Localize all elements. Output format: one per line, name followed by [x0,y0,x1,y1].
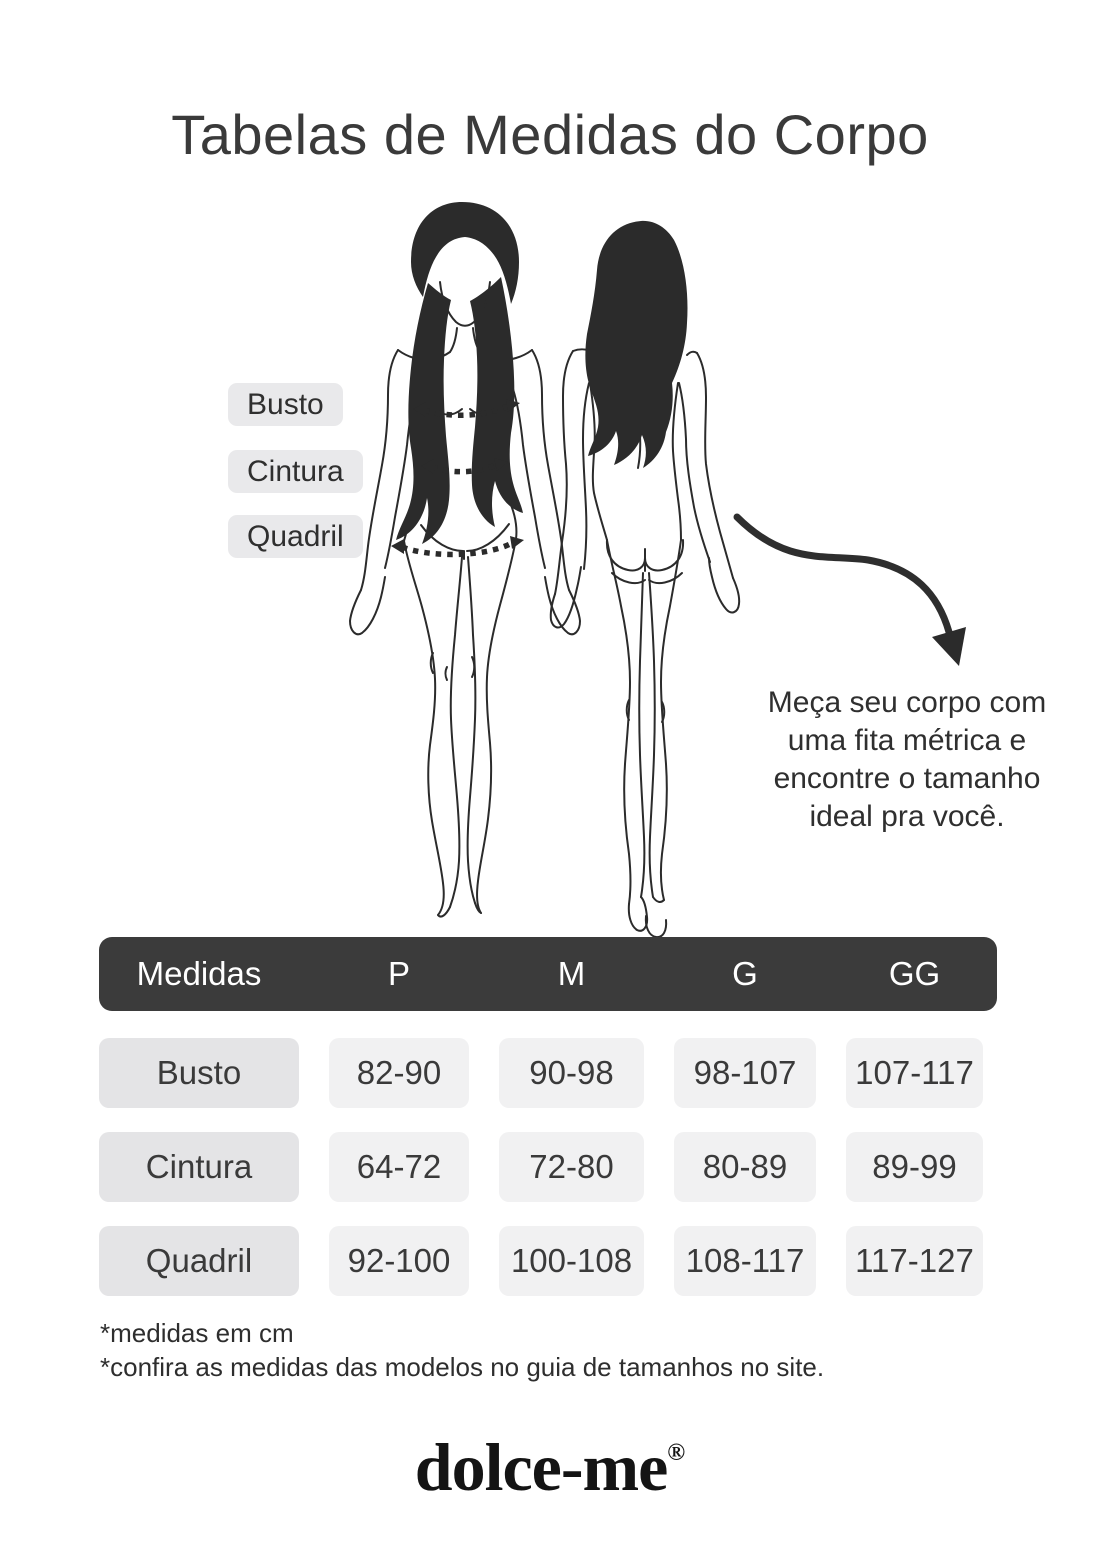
footnote-units: *medidas em cm [100,1318,294,1348]
cell-value: 90-98 [499,1038,644,1108]
row-label: Cintura [99,1132,299,1202]
waist-measure-line [421,458,508,475]
cell-value: 89-99 [846,1132,983,1202]
front-face [439,281,491,327]
measure-label-cintura: Cintura [228,450,363,493]
cell-value: 108-117 [674,1226,816,1296]
size-table: Medidas P M G GG Busto 82-90 90-98 98-10… [99,937,997,1296]
cell-value: 98-107 [674,1038,816,1108]
header-measures: Medidas [136,955,262,992]
header-size-p: P [387,955,410,992]
bust-measure-line [413,399,520,418]
cell-value: 72-80 [499,1132,644,1202]
cell-value: 107-117 [846,1038,983,1108]
instruction-line: uma fita métrica e [787,724,1027,757]
instruction-line: ideal pra você. [809,800,1005,833]
brand-logo: dolce-me® [0,1428,1100,1507]
table-row-cintura: Cintura 64-72 72-80 80-89 89-99 [99,1132,997,1202]
page-title: Tabelas de Medidas do Corpo [171,103,929,166]
instruction-line: Meça seu corpo com [767,686,1047,719]
back-hair [585,220,688,468]
size-table-header: Medidas P M G GG [99,937,997,1011]
cell-value: 80-89 [674,1132,816,1202]
cell-value: 117-127 [846,1226,983,1296]
measure-label-quadril: Quadril [228,515,363,558]
footnotes: *medidas em cm *confira as medidas das m… [100,1316,824,1384]
table-row-busto: Busto 82-90 90-98 98-107 107-117 [99,1038,997,1108]
front-hair [411,202,519,304]
row-label: Busto [99,1038,299,1108]
table-row-quadril: Quadril 92-100 100-108 108-117 117-127 [99,1226,997,1296]
brand-logo-text: dolce-me [414,1429,669,1505]
registered-trademark-icon: ® [667,1440,686,1466]
cell-value: 100-108 [499,1226,644,1296]
cell-value: 82-90 [329,1038,469,1108]
footnote-models: *confira as medidas das modelos no guia … [100,1352,825,1382]
cell-value: 64-72 [329,1132,469,1202]
header-size-g: G [732,955,758,992]
cell-value: 92-100 [329,1226,469,1296]
header-size-m: M [557,955,586,992]
header-size-gg: GG [888,955,941,992]
instruction-text: Meça seu corpo com uma fita métrica e en… [722,684,1092,836]
front-figure-illustration [349,202,581,918]
hip-measure-line [391,536,524,558]
body-measurement-illustration [349,202,966,939]
row-label: Quadril [99,1226,299,1296]
measure-label-busto: Busto [228,383,343,426]
back-figure-illustration [549,220,741,939]
instruction-line: encontre o tamanho [773,762,1041,795]
curved-arrow [733,513,966,666]
